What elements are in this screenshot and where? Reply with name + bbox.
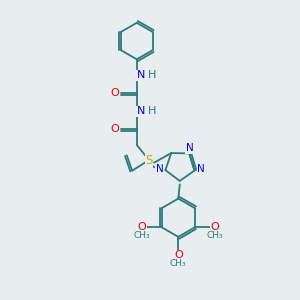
Text: CH₃: CH₃ [206, 231, 223, 240]
Text: S: S [146, 154, 153, 167]
Text: O: O [174, 250, 183, 260]
Text: N: N [137, 106, 146, 116]
Text: O: O [111, 124, 119, 134]
Text: N: N [186, 143, 194, 153]
Text: O: O [138, 222, 146, 232]
Text: O: O [111, 88, 119, 98]
Text: N: N [137, 70, 146, 80]
Text: H: H [148, 106, 156, 116]
Text: H: H [148, 70, 156, 80]
Text: CH₃: CH₃ [134, 231, 150, 240]
Text: N: N [156, 164, 164, 174]
Text: CH₃: CH₃ [170, 260, 187, 268]
Text: N: N [197, 164, 205, 174]
Text: O: O [210, 222, 219, 232]
